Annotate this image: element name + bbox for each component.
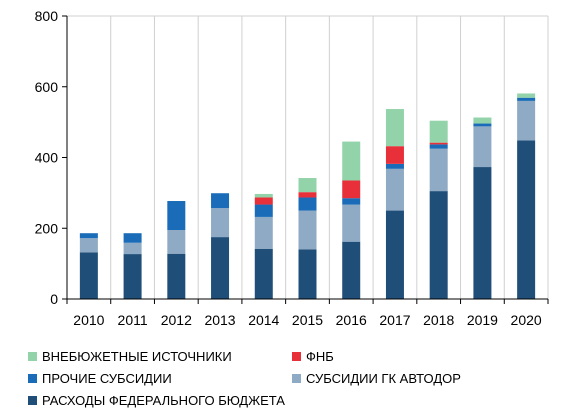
bar-segment <box>473 167 492 299</box>
bar-segment <box>429 120 448 143</box>
bar-segment <box>429 148 448 192</box>
y-tick-label: 600 <box>35 79 59 95</box>
bar-segment <box>298 197 317 211</box>
bar-segment <box>342 241 361 299</box>
y-tick-label: 400 <box>35 150 59 166</box>
bar-segment <box>211 193 230 209</box>
bar-segment <box>342 204 361 242</box>
axes: 0 200 400 600 800 2010 2011 2012 2013 2014 2015 201… <box>35 8 549 328</box>
bar-segment <box>123 233 142 243</box>
bar-segment <box>429 191 448 299</box>
bar-segment <box>473 126 492 168</box>
x-tick-label: 2011 <box>118 312 148 328</box>
bar-segment <box>473 117 492 124</box>
bar-segment <box>385 210 404 299</box>
bar-segment <box>298 249 317 299</box>
bar-segment <box>298 178 317 193</box>
bar-segment <box>211 208 230 238</box>
bar-segment <box>254 193 273 198</box>
bar-segment <box>385 109 404 147</box>
x-tick-label: 2020 <box>511 312 542 328</box>
bar-segment <box>211 237 230 299</box>
bar-segment <box>473 123 492 127</box>
x-tick-label: 2015 <box>292 312 323 328</box>
bar-segment <box>79 233 98 239</box>
bar-segment <box>517 93 536 98</box>
x-tick-label: 2016 <box>336 312 367 328</box>
y-tick-label: 800 <box>35 8 59 24</box>
x-tick-label: 2019 <box>467 312 498 328</box>
bar-segment <box>517 97 536 101</box>
x-tick-label: 2018 <box>423 312 454 328</box>
bar-segment <box>429 144 448 149</box>
bar-segment <box>342 180 361 199</box>
bar-segment <box>254 204 273 217</box>
bar-segment <box>254 197 273 205</box>
x-tick-label: 2013 <box>204 312 235 328</box>
bar-segment <box>517 140 536 299</box>
bar-segment <box>298 210 317 250</box>
bar-segment <box>298 192 317 198</box>
x-tick-label: 2012 <box>161 312 192 328</box>
bar-segment <box>167 201 186 231</box>
bar-segment <box>517 100 536 141</box>
bar-segment <box>385 168 404 211</box>
bar-segment <box>342 141 361 181</box>
bar-segment <box>385 146 404 164</box>
bar-segment <box>254 248 273 299</box>
bars <box>79 93 536 299</box>
x-tick-label: 2017 <box>379 312 410 328</box>
bar-segment <box>254 216 273 249</box>
bar-segment <box>385 163 404 169</box>
x-tick-label: 2010 <box>73 312 104 328</box>
x-tick-label: 2014 <box>248 312 279 328</box>
y-tick-label: 200 <box>35 220 59 236</box>
y-tick-label: 0 <box>50 291 58 307</box>
bar-segment <box>123 242 142 255</box>
bar-segment <box>167 230 186 254</box>
grid-lines <box>67 15 549 299</box>
bar-segment <box>79 238 98 253</box>
bar-segment <box>429 142 448 145</box>
bar-segment <box>342 198 361 205</box>
bar-segment <box>167 253 186 299</box>
bar-segment <box>79 252 98 299</box>
bar-segment <box>123 254 142 299</box>
